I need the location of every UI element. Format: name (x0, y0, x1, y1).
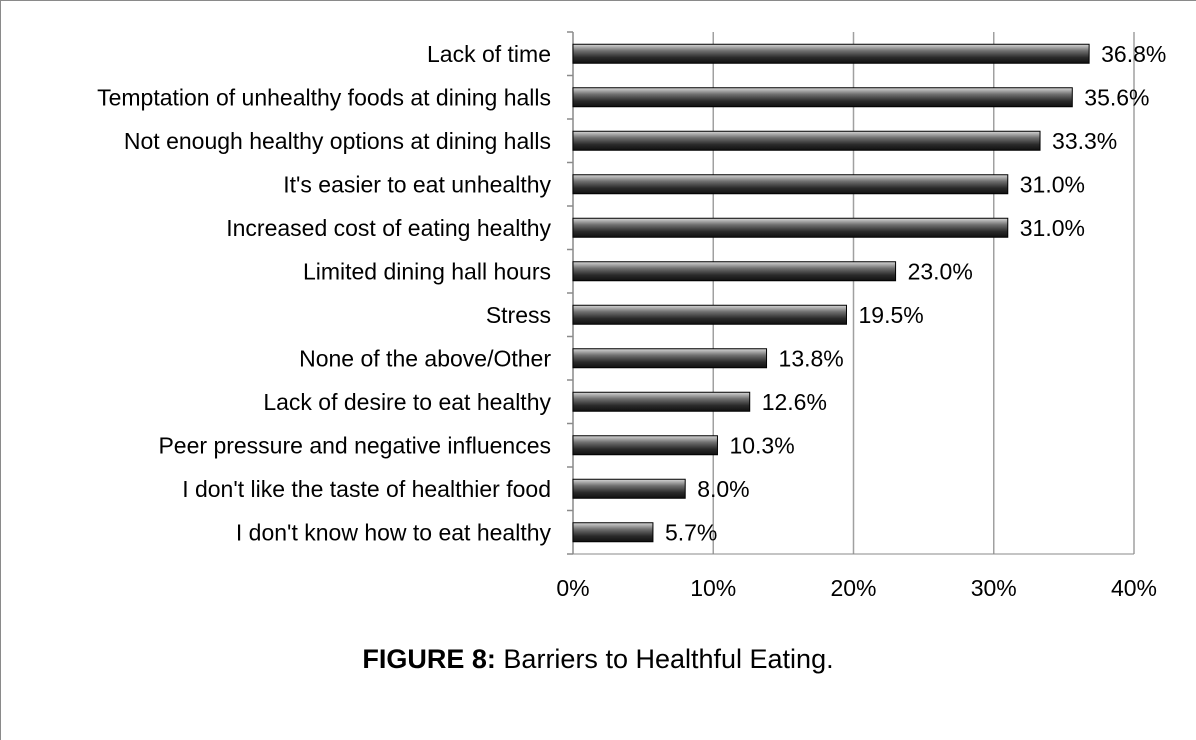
data-label: 35.6% (1084, 84, 1149, 110)
bar (572, 130, 1041, 151)
category-label: It's easier to eat unhealthy (283, 171, 551, 197)
x-tick-label: 30% (971, 575, 1017, 601)
data-label: 31.0% (1020, 215, 1085, 241)
data-label: 36.8% (1101, 41, 1166, 67)
category-label: I don't know how to eat healthy (236, 519, 552, 545)
bars (572, 43, 1090, 543)
category-label: Temptation of unhealthy foods at dining … (97, 84, 551, 110)
data-label: 12.6% (762, 389, 827, 415)
bar (572, 87, 1073, 108)
data-label: 23.0% (908, 258, 973, 284)
bar-chart: 0% 10% 20% 30% 40% Lack of time 36.8% Temptatio… (97, 31, 1166, 601)
caption-text: Barriers to Healthful Eating. (495, 644, 834, 674)
category-label: Increased cost of eating healthy (226, 215, 551, 241)
bar (572, 261, 897, 282)
category-label: Peer pressure and negative influences (158, 432, 551, 458)
category-label: I don't like the taste of healthier food (182, 476, 551, 502)
category-label: None of the above/Other (299, 345, 551, 371)
bar (572, 522, 654, 543)
x-tick-label: 0% (556, 575, 589, 601)
x-tick-label: 10% (690, 575, 736, 601)
bar (572, 43, 1090, 64)
data-label: 8.0% (697, 476, 749, 502)
data-label: 33.3% (1052, 128, 1117, 154)
bar (572, 304, 847, 325)
bar (572, 391, 751, 412)
labels: 0% 10% 20% 30% 40% Lack of time 36.8% Temptatio… (97, 41, 1166, 601)
category-label: Lack of time (427, 41, 551, 67)
category-label: Stress (486, 302, 551, 328)
data-label: 13.8% (779, 345, 844, 371)
figure-caption: FIGURE 8: Barriers to Healthful Eating. (0, 644, 1196, 675)
x-tick-label: 40% (1111, 575, 1157, 601)
category-label: Lack of desire to eat healthy (263, 389, 551, 415)
category-label: Limited dining hall hours (303, 258, 551, 284)
category-label: Not enough healthy options at dining hal… (124, 128, 551, 154)
bar (572, 478, 686, 499)
axes (567, 31, 1134, 555)
caption-label: FIGURE 8: (362, 644, 496, 674)
data-label: 5.7% (665, 519, 717, 545)
bar (572, 348, 768, 369)
gridlines (712, 32, 1135, 554)
bar (572, 174, 1009, 195)
data-label: 19.5% (858, 302, 923, 328)
bar (572, 435, 718, 456)
bar (572, 217, 1009, 238)
data-label: 10.3% (729, 432, 794, 458)
x-tick-label: 20% (830, 575, 876, 601)
data-label: 31.0% (1020, 171, 1085, 197)
